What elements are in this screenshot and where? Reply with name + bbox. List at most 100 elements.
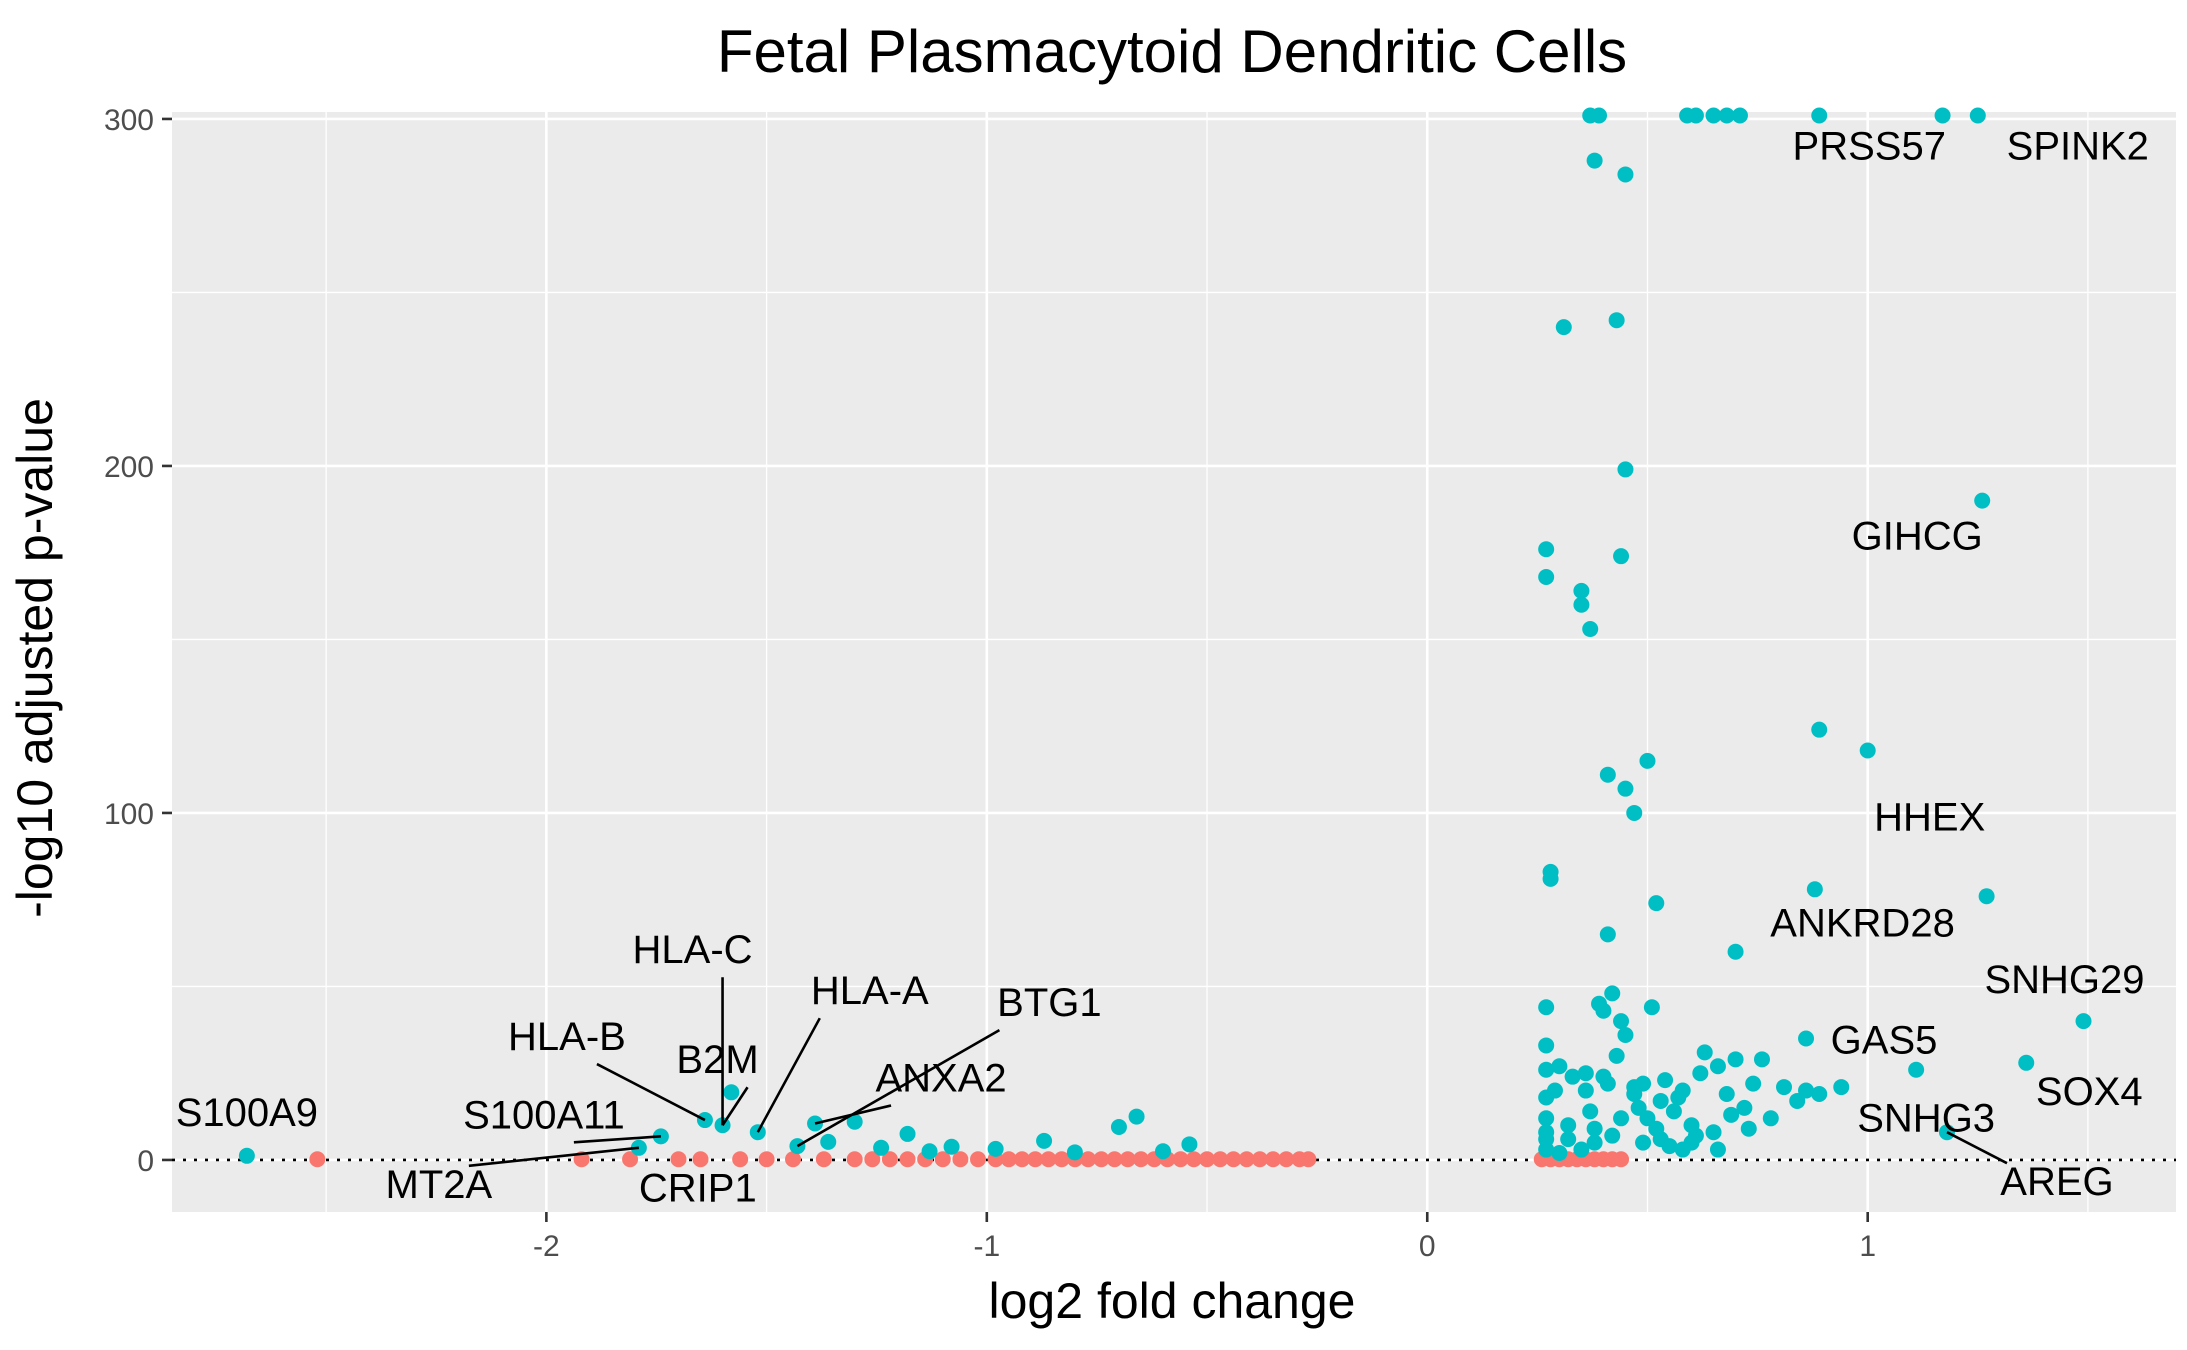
x-tick-label: -1 (973, 1230, 1000, 1263)
significant-point (873, 1139, 890, 1156)
y-tick-label: 300 (104, 104, 154, 137)
gene-label: SPINK2 (2007, 124, 2149, 168)
significant-point (1577, 1065, 1594, 1082)
gene-label: GIHCG (1852, 515, 1983, 559)
gene-label: ANXA2 (875, 1057, 1006, 1101)
significant-point (1608, 312, 1625, 329)
non-significant-point (1000, 1151, 1017, 1168)
gene-label: HHEX (1874, 795, 1985, 839)
significant-point (1626, 1079, 1643, 1096)
panel-background (172, 112, 2176, 1212)
significant-point (1776, 1079, 1793, 1096)
significant-point (1635, 1134, 1652, 1151)
non-significant-point (309, 1151, 326, 1168)
significant-point (1542, 863, 1559, 880)
significant-point (1740, 1120, 1757, 1137)
significant-point (1564, 1068, 1581, 1085)
significant-point (1908, 1061, 1925, 1078)
significant-point (1723, 1106, 1740, 1123)
significant-point (1538, 568, 1555, 585)
non-significant-point (1251, 1151, 1268, 1168)
significant-point (723, 1084, 740, 1101)
label-leader-lines (468, 977, 2008, 1168)
non-significant-point (622, 1151, 639, 1168)
non-significant-point (1093, 1151, 1110, 1168)
gene-label: SNHG29 (1984, 958, 2144, 1002)
significant-point (1727, 943, 1744, 960)
significant-point (1538, 999, 1555, 1016)
significant-point (1599, 766, 1616, 783)
significant-point (1718, 1086, 1735, 1103)
significant-point (1582, 621, 1599, 638)
grid-lines (172, 112, 2176, 1212)
gene-label: MT2A (386, 1163, 493, 1207)
significant-point (1551, 1058, 1568, 1075)
gene-label: GAS5 (1831, 1018, 1938, 1062)
significant-point (1670, 1089, 1687, 1106)
significant-point (1643, 999, 1660, 1016)
significant-point (1687, 107, 1704, 124)
gene-label: CRIP1 (639, 1166, 757, 1210)
non-significant-point (815, 1151, 832, 1168)
significant-point (1969, 107, 1986, 124)
non-significant-point (934, 1151, 951, 1168)
significant-point (1692, 1065, 1709, 1082)
significant-point (1811, 1086, 1828, 1103)
label-leader-line (721, 1086, 749, 1126)
x-tick-label: -2 (533, 1230, 560, 1263)
significant-point (1859, 742, 1876, 759)
non-significant-point (758, 1151, 775, 1168)
significant-point (921, 1143, 938, 1160)
significant-point (2075, 1013, 2092, 1030)
non-significant-point (1027, 1151, 1044, 1168)
label-leader-line (468, 1146, 640, 1168)
x-tick-label: 1 (1859, 1230, 1876, 1263)
significant-point (1538, 1110, 1555, 1127)
label-leader-line (756, 1017, 821, 1133)
non-significant-point (1265, 1151, 1282, 1168)
significant-point (1110, 1118, 1127, 1135)
significant-point (1128, 1108, 1145, 1125)
significant-point (1599, 926, 1616, 943)
non-significant-point (970, 1151, 987, 1168)
significant-point (1811, 107, 1828, 124)
non-significant-point (1199, 1151, 1216, 1168)
significant-point (1978, 888, 1995, 905)
significant-point (238, 1147, 255, 1164)
significant-point (2018, 1054, 2035, 1071)
significant-point (1626, 804, 1643, 821)
gene-label: SNHG3 (1857, 1097, 1995, 1141)
significant-point (1731, 107, 1748, 124)
axes: -2 -1 0 1 0 100 200 300 (104, 104, 1876, 1263)
significant-point (1745, 1075, 1762, 1092)
significant-point (1582, 1103, 1599, 1120)
significant-point (1798, 1082, 1815, 1099)
gene-label: HLA-C (633, 928, 753, 972)
gene-label: PRSS57 (1793, 124, 1946, 168)
non-significant-point (1080, 1151, 1097, 1168)
significant-point (1573, 582, 1590, 599)
significant-point (1617, 461, 1634, 478)
significant-point (1657, 1072, 1674, 1089)
non-significant-point (899, 1151, 916, 1168)
significant-point (1798, 1030, 1815, 1047)
significant-point (1762, 1110, 1779, 1127)
significant-point (1630, 1099, 1647, 1116)
non-significant-point (1014, 1151, 1031, 1168)
significant-point (1595, 1002, 1612, 1019)
significant-point (1674, 1141, 1691, 1158)
significant-point (1639, 752, 1656, 769)
significant-point (846, 1113, 863, 1130)
non-significant-point (1040, 1151, 1057, 1168)
non-significant-point (864, 1151, 881, 1168)
significant-point (1974, 492, 1991, 509)
significant-point (1538, 1061, 1555, 1078)
significant-point (1577, 1082, 1594, 1099)
x-axis-title: log2 fold change (989, 1273, 1356, 1329)
significant-point (1705, 1124, 1722, 1141)
significant-point (1665, 1103, 1682, 1120)
significant-point (1573, 596, 1590, 613)
significant-point (1555, 319, 1572, 336)
